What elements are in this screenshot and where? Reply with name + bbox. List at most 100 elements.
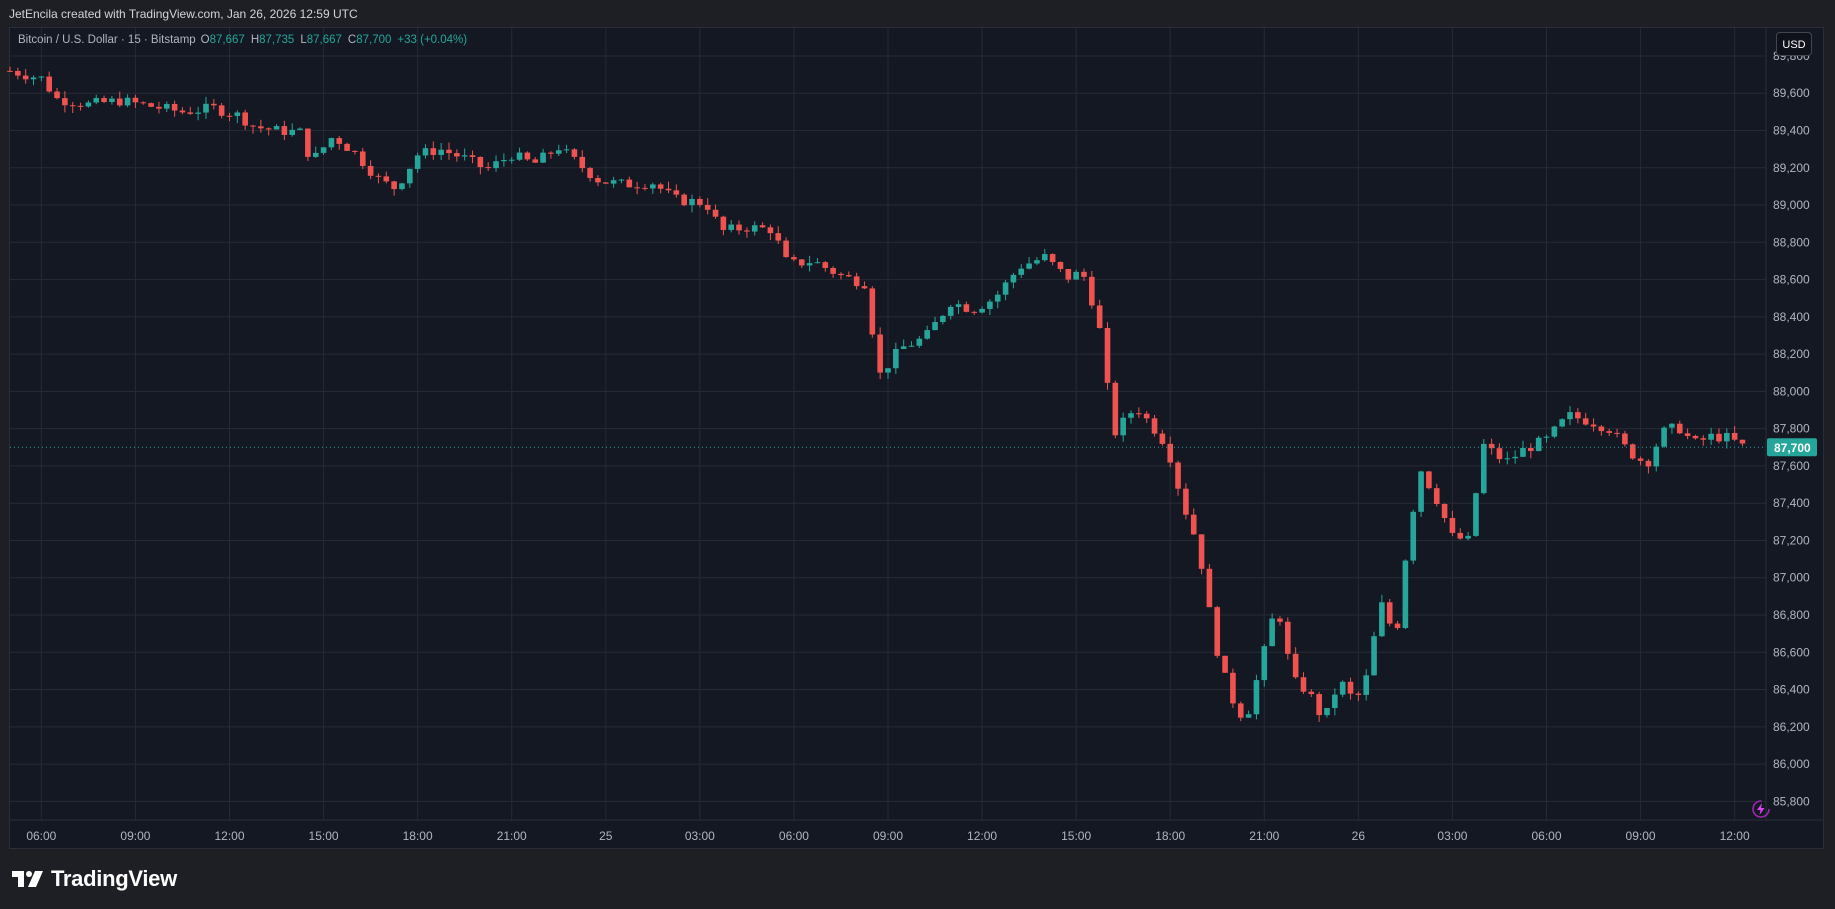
candle xyxy=(869,286,876,338)
candle xyxy=(1183,483,1189,520)
candle-body xyxy=(947,306,954,316)
candle-body xyxy=(994,294,1001,302)
candle xyxy=(783,237,789,258)
candle-body xyxy=(775,233,782,241)
candle xyxy=(22,69,29,84)
candle-body xyxy=(626,179,633,188)
y-tick-label: 87,600 xyxy=(1773,459,1810,473)
candle-body xyxy=(1222,655,1228,673)
candle-body xyxy=(1676,423,1683,434)
candle-body xyxy=(650,184,656,189)
y-tick-label: 88,600 xyxy=(1773,273,1810,287)
candle xyxy=(1104,322,1111,390)
candle xyxy=(791,254,797,262)
y-tick-label: 88,800 xyxy=(1773,235,1810,249)
x-tick-label: 06:00 xyxy=(26,829,56,843)
candle-body xyxy=(399,183,405,190)
candle-body xyxy=(822,262,829,268)
chart-pane[interactable] xyxy=(9,27,1824,849)
candle xyxy=(1606,428,1613,437)
brand-logo[interactable]: TradingView xyxy=(11,866,177,892)
candle xyxy=(516,147,523,161)
candle-body xyxy=(1332,694,1338,709)
candle xyxy=(814,258,821,264)
candle-body xyxy=(485,167,491,169)
candle-body xyxy=(469,155,476,157)
candle xyxy=(1598,425,1605,436)
candle-body xyxy=(1190,514,1197,535)
lightning-icon[interactable] xyxy=(1750,798,1772,820)
candle xyxy=(1316,691,1322,722)
candle xyxy=(1041,248,1048,262)
candle-body xyxy=(587,168,593,178)
candle-body xyxy=(838,273,844,276)
candle-body xyxy=(1096,305,1103,329)
candle-body xyxy=(1120,417,1126,436)
last-price-tag xyxy=(1767,438,1817,457)
candle xyxy=(610,176,617,188)
candle-body xyxy=(93,98,100,103)
candle xyxy=(1708,427,1714,445)
candles xyxy=(7,66,1746,722)
candle xyxy=(822,260,829,272)
candle-body xyxy=(132,97,139,103)
candle-body xyxy=(1465,535,1471,539)
candle-body xyxy=(1449,517,1456,533)
candle xyxy=(289,123,296,137)
candle xyxy=(93,94,100,105)
candle xyxy=(1002,279,1009,301)
candle-body xyxy=(116,98,123,106)
candle xyxy=(359,147,366,170)
candle xyxy=(1285,617,1291,660)
candle-body xyxy=(642,187,648,189)
candle xyxy=(438,142,444,161)
candle-body xyxy=(1034,260,1040,264)
candle xyxy=(650,182,656,194)
candle-body xyxy=(1214,607,1221,656)
price-axis[interactable]: 85,800 86,000 86,200 86,400 86,600 86,800 87,0… xyxy=(1765,28,1810,820)
candle xyxy=(548,151,554,159)
candle xyxy=(171,100,178,117)
candle xyxy=(454,149,460,162)
close-value: 87,700 xyxy=(356,34,392,46)
candle-body xyxy=(673,190,680,195)
x-tick-label: 12:00 xyxy=(214,829,244,843)
candle-body xyxy=(657,184,664,189)
y-tick-label: 89,000 xyxy=(1773,198,1810,212)
time-axis[interactable]: 06:00 09:00 12:00 15:00 18:00 21:00 25 03:00 06:… xyxy=(10,819,1823,843)
candle-body xyxy=(1645,460,1652,467)
candle xyxy=(1480,439,1487,495)
candle-body xyxy=(665,188,672,191)
candle-body xyxy=(1128,413,1134,418)
candle-body xyxy=(1724,432,1730,442)
candle xyxy=(1057,261,1064,272)
candle xyxy=(1669,423,1675,434)
candle xyxy=(1167,436,1174,468)
candle-body xyxy=(250,125,256,127)
candle-body xyxy=(124,97,131,106)
currency-button[interactable]: USD xyxy=(1776,32,1812,56)
candle xyxy=(963,301,970,313)
candle xyxy=(383,171,390,184)
candle-body xyxy=(195,112,201,114)
candle-body xyxy=(916,338,923,346)
candle xyxy=(1535,435,1542,452)
candle xyxy=(344,142,350,151)
y-tick-label: 89,400 xyxy=(1773,123,1810,137)
candle xyxy=(681,193,687,207)
candle xyxy=(618,178,625,184)
candle-body xyxy=(853,276,860,287)
candle xyxy=(1739,439,1746,447)
candle-body xyxy=(1049,254,1056,262)
candle-body xyxy=(1504,458,1511,460)
candle-body xyxy=(516,152,523,160)
candle xyxy=(1222,655,1228,673)
candle xyxy=(1143,411,1150,424)
candle-body xyxy=(328,138,335,148)
candle-body xyxy=(595,177,601,183)
candle-body xyxy=(344,143,350,151)
candle xyxy=(908,341,915,347)
candle xyxy=(979,306,985,314)
candle-body xyxy=(893,348,899,369)
